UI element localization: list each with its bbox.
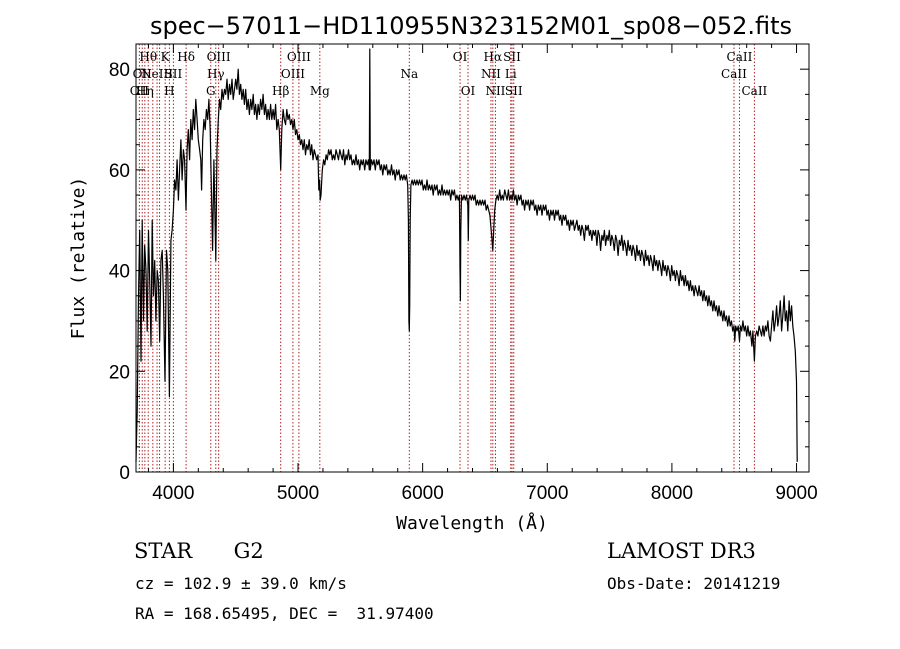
line-marker-label: Hη: [136, 84, 154, 98]
line-marker-label: G: [206, 84, 216, 98]
line-marker-label: SII: [505, 84, 523, 98]
x-tick-label: 7000: [526, 483, 568, 504]
y-tick-label: 0: [119, 463, 130, 484]
y-axis-label: Flux (relative): [68, 177, 89, 340]
plot-frame: [135, 43, 810, 473]
line-marker-label: CaII: [741, 84, 767, 98]
line-marker-label: H: [164, 84, 174, 98]
line-markers: [138, 44, 755, 472]
redshift-readout: cz = 102.9 ± 39.0 km/s: [135, 574, 347, 593]
line-marker-label: SII: [165, 67, 183, 81]
x-tick-label: 8000: [651, 483, 693, 504]
line-marker-label: OII: [130, 84, 150, 98]
line-marker-label: Hθ: [139, 50, 157, 64]
observation-date: Obs-Date: 20141219: [607, 574, 781, 593]
line-marker-label: NII: [485, 84, 505, 98]
y-tick-label: 20: [109, 362, 130, 383]
y-tick-label: 60: [109, 161, 130, 182]
line-marker-label: OIII: [281, 67, 305, 81]
y-tick-label: 40: [109, 262, 130, 283]
x-tick-label: 6000: [402, 483, 444, 504]
line-marker-label: SII: [503, 50, 521, 64]
line-marker-labels: OIIOIIHηHθNeIIIKHSIIHδGHγOIIIHβOIIIOIIIM…: [130, 50, 768, 98]
x-axis-label: Wavelength (Å): [396, 512, 548, 534]
line-marker-label: Hδ: [177, 50, 195, 64]
survey-name: LAMOST DR3: [607, 539, 756, 563]
y-axis-ticks: 0 20 40 60 80: [109, 43, 809, 484]
line-marker-label: OIII: [207, 50, 231, 64]
x-tick-label: 4000: [152, 483, 194, 504]
coordinates: RA = 168.65495, DEC = 31.97400: [135, 604, 434, 623]
line-marker-label: Na: [400, 67, 418, 81]
line-marker-label: OI: [453, 50, 468, 64]
line-marker-label: OII: [133, 67, 153, 81]
chart-title: spec−57011−HD110955N323152M01_sp08−052.f…: [150, 12, 792, 40]
y-tick-label: 80: [109, 60, 130, 81]
spectrum-line: [135, 48, 798, 462]
line-marker-label: Hα: [484, 50, 503, 64]
line-marker-label: NII: [481, 67, 501, 81]
subclass-value: G2: [233, 539, 264, 563]
line-marker-label: Mg: [310, 84, 330, 98]
object-class-value: STAR: [134, 539, 193, 563]
line-marker-label: NeIII: [141, 67, 173, 81]
line-marker-label: Li: [505, 67, 517, 81]
x-axis-ticks: 4000 5000 6000 7000 8000 9000: [147, 44, 818, 504]
line-marker-label: OI: [461, 84, 476, 98]
line-marker-label: CaII: [727, 50, 753, 64]
line-marker-label: Hβ: [272, 84, 289, 98]
object-class: STAR G2: [134, 539, 264, 563]
x-tick-label: 5000: [277, 483, 319, 504]
x-tick-label: 9000: [775, 483, 817, 504]
line-marker-label: OIII: [287, 50, 311, 64]
line-marker-label: Hγ: [207, 67, 225, 81]
line-marker-label: K: [161, 50, 171, 64]
spectrum-series: [135, 48, 798, 462]
line-marker-label: CaII: [721, 67, 747, 81]
